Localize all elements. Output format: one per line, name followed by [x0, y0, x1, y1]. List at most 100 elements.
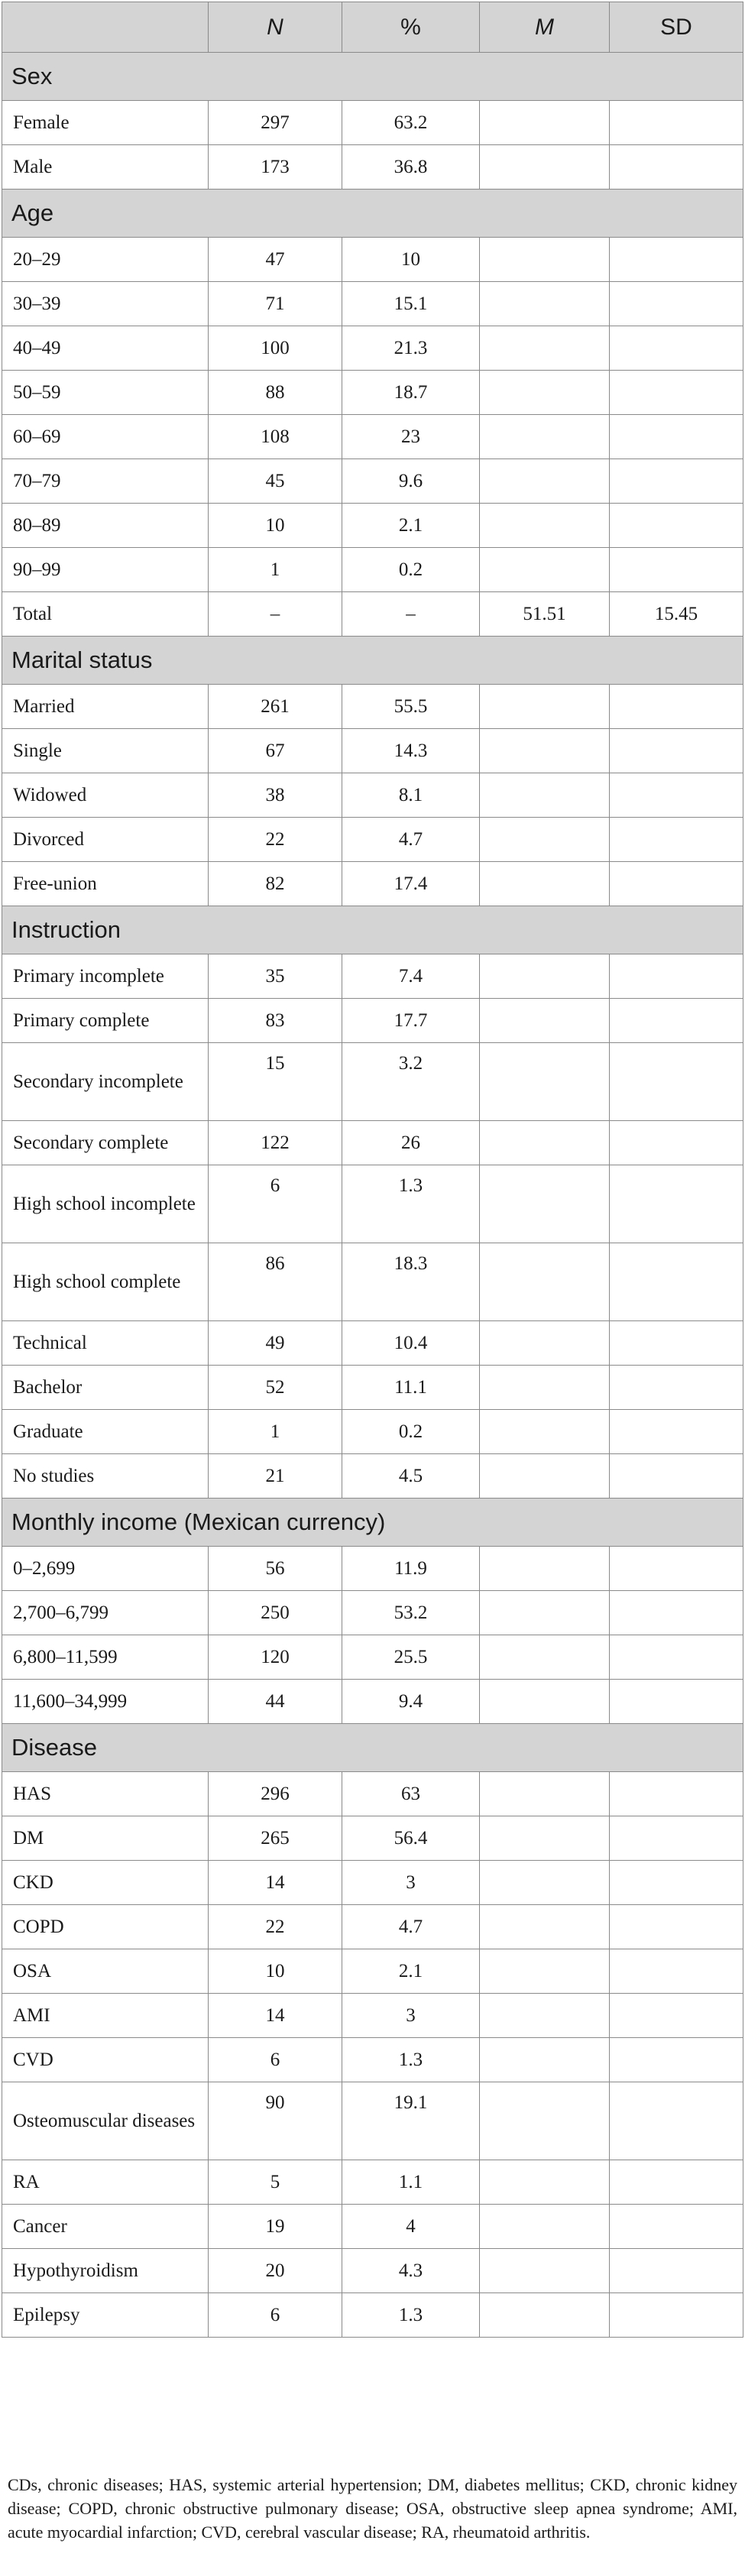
row-label-cell: Hypothyroidism — [2, 2248, 209, 2293]
table-row: RA 5 1.1 — [2, 2160, 743, 2205]
section-header-row: Sex — [2, 52, 743, 101]
cell-m — [479, 1453, 610, 1499]
demographics-table: N % M SD Sex Female 297 63.2 Male 173 36.8 Age 2… — [2, 2, 743, 2338]
cell-sd — [609, 728, 743, 773]
cell-pct: 3 — [342, 1860, 480, 1905]
cell-sd — [609, 2037, 743, 2082]
cell-n: 71 — [208, 281, 342, 326]
row-label-cell: Secondary incomplete — [2, 1042, 209, 1121]
table-row: Female 297 63.2 — [2, 100, 743, 145]
row-label-cell: Male — [2, 144, 209, 190]
cell-pct: 2.1 — [342, 1949, 480, 1994]
cell-n: 52 — [208, 1365, 342, 1410]
cell-pct: 23 — [342, 414, 480, 459]
row-label-cell: HAS — [2, 1771, 209, 1816]
table-row: 11,600–34,999 44 9.4 — [2, 1679, 743, 1724]
table-row: Married 261 55.5 — [2, 684, 743, 729]
cell-sd — [609, 1042, 743, 1121]
cell-n: 1 — [208, 1409, 342, 1454]
table-row: Single 67 14.3 — [2, 728, 743, 773]
cell-m — [479, 728, 610, 773]
cell-sd — [609, 954, 743, 999]
cell-m — [479, 998, 610, 1043]
cell-pct: 7.4 — [342, 954, 480, 999]
row-label-cell: 30–39 — [2, 281, 209, 326]
cell-n: 83 — [208, 998, 342, 1043]
cell-m — [479, 2037, 610, 2082]
row-label-cell: Total — [2, 591, 209, 637]
cell-m — [479, 1590, 610, 1635]
table-row: High school incomplete 6 1.3 — [2, 1165, 743, 1243]
section-header-row: Age — [2, 189, 743, 238]
cell-n: 265 — [208, 1816, 342, 1861]
cell-sd — [609, 2248, 743, 2293]
section-header-row: Instruction — [2, 906, 743, 954]
table-row: 70–79 45 9.6 — [2, 458, 743, 504]
cell-sd — [609, 1120, 743, 1165]
row-label-cell: Divorced — [2, 817, 209, 862]
table-row: Cancer 19 4 — [2, 2204, 743, 2249]
table-row: 30–39 71 15.1 — [2, 281, 743, 326]
header-mean: M — [479, 2, 610, 53]
row-label-cell: COPD — [2, 1904, 209, 1949]
table-row: Technical 49 10.4 — [2, 1320, 743, 1366]
cell-sd — [609, 1949, 743, 1994]
header-percent: % — [342, 2, 480, 53]
table-row: Free-union 82 17.4 — [2, 861, 743, 906]
table-row: 0–2,699 56 11.9 — [2, 1546, 743, 1591]
table-header-row: N % M SD — [2, 2, 743, 53]
cell-pct: 55.5 — [342, 684, 480, 729]
row-label-cell: 6,800–11,599 — [2, 1635, 209, 1680]
cell-m — [479, 1243, 610, 1321]
row-label-cell: Epilepsy — [2, 2292, 209, 2338]
table-row: DM 265 56.4 — [2, 1816, 743, 1861]
row-label-cell: 2,700–6,799 — [2, 1590, 209, 1635]
cell-pct: 11.9 — [342, 1546, 480, 1591]
row-label-cell: Technical — [2, 1320, 209, 1366]
cell-pct: 63.2 — [342, 100, 480, 145]
section-header-row: Monthly income (Mexican currency) — [2, 1498, 743, 1547]
row-label-cell: OSA — [2, 1949, 209, 1994]
cell-pct: 11.1 — [342, 1365, 480, 1410]
cell-m — [479, 1860, 610, 1905]
table-row: Secondary complete 122 26 — [2, 1120, 743, 1165]
section-title: Disease — [2, 1723, 743, 1772]
cell-m — [479, 547, 610, 592]
section-title: Instruction — [2, 906, 743, 954]
cell-m — [479, 144, 610, 190]
table-row: AMI 14 3 — [2, 1993, 743, 2038]
table-row: COPD 22 4.7 — [2, 1904, 743, 1949]
cell-n: 5 — [208, 2160, 342, 2205]
cell-m — [479, 2292, 610, 2338]
row-label-cell: Graduate — [2, 1409, 209, 1454]
cell-n: 100 — [208, 326, 342, 371]
table-row: High school complete 86 18.3 — [2, 1243, 743, 1321]
cell-sd — [609, 414, 743, 459]
cell-pct: 4.5 — [342, 1453, 480, 1499]
row-label-cell: AMI — [2, 1993, 209, 2038]
table-row: Primary complete 83 17.7 — [2, 998, 743, 1043]
cell-m — [479, 281, 610, 326]
table-row: OSA 10 2.1 — [2, 1949, 743, 1994]
cell-n: 108 — [208, 414, 342, 459]
section-title: Sex — [2, 52, 743, 101]
cell-m — [479, 1365, 610, 1410]
cell-pct: 14.3 — [342, 728, 480, 773]
cell-n: 15 — [208, 1042, 342, 1121]
cell-m — [479, 954, 610, 999]
table-row: 2,700–6,799 250 53.2 — [2, 1590, 743, 1635]
cell-pct: 0.2 — [342, 547, 480, 592]
cell-m — [479, 1120, 610, 1165]
table-row: Osteomuscular diseases 90 19.1 — [2, 2082, 743, 2160]
cell-m — [479, 2204, 610, 2249]
cell-sd — [609, 1771, 743, 1816]
cell-sd — [609, 1816, 743, 1861]
cell-sd — [609, 817, 743, 862]
cell-pct: 53.2 — [342, 1590, 480, 1635]
cell-m — [479, 1679, 610, 1724]
cell-n: 21 — [208, 1453, 342, 1499]
cell-n: 88 — [208, 370, 342, 415]
cell-m — [479, 1904, 610, 1949]
cell-sd — [609, 684, 743, 729]
cell-m — [479, 458, 610, 504]
